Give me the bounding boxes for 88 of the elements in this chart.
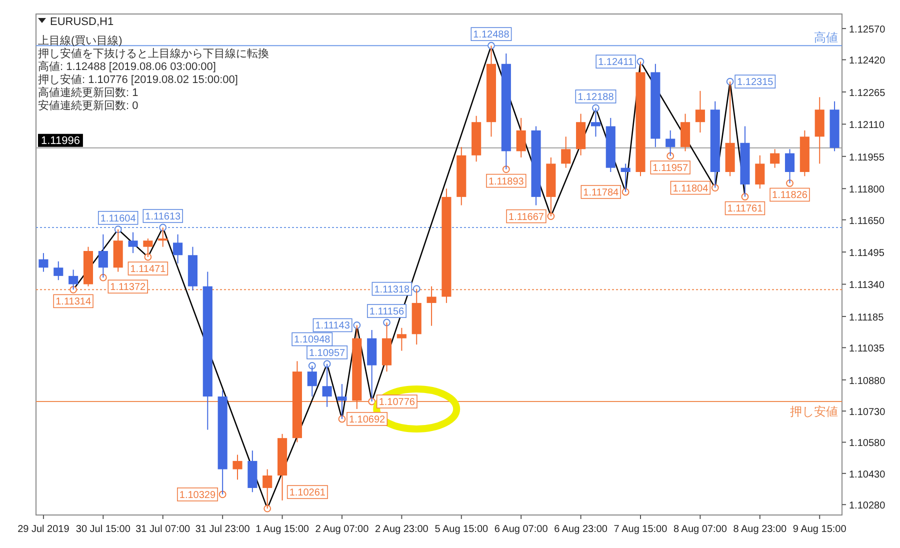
point — [741, 193, 749, 200]
x-tick-label: 6 Aug 07:00 — [494, 524, 548, 535]
x-tick-label: 7 Aug 15:00 — [614, 524, 668, 535]
x-tick-label: 2 Aug 23:00 — [374, 524, 429, 535]
data-label: 1.10948 — [294, 334, 331, 346]
data-label: 1.11804 — [672, 183, 709, 194]
x-tick-label: 31 Jul 07:00 — [136, 524, 191, 535]
y-tick-label: 1.12420 — [849, 56, 886, 67]
data-label: 1.12411 — [598, 57, 634, 68]
y-tick-label: 1.11495 — [849, 248, 885, 260]
data-label: 1.11471 — [130, 264, 166, 276]
y-tick-label: 1.12110 — [849, 120, 885, 132]
y-tick-label: 1.12570 — [849, 24, 886, 36]
annotation: 安値連続更新回数: 0 — [38, 99, 138, 112]
data-label: 1.12315 — [737, 77, 774, 88]
data-label: 1.11314 — [56, 296, 92, 308]
ref-line-label: 1.11996 — [41, 134, 80, 147]
y-tick-label: 1.11955 — [849, 152, 885, 164]
data-label: 1.11318 — [374, 284, 410, 296]
data-label: 1.12188 — [578, 92, 614, 103]
y-tick-label: 1.10730 — [849, 407, 886, 418]
x-tick-label: 8 Aug 23:00 — [733, 524, 788, 535]
x-tick-label: 6 Aug 23:00 — [554, 524, 608, 535]
candlestick — [128, 232, 138, 254]
data-label: 1.11372 — [110, 282, 146, 294]
data-label: 1.11613 — [145, 211, 182, 222]
candlestick — [426, 286, 436, 326]
candlestick — [695, 90, 705, 133]
point — [114, 226, 122, 234]
data-label: 1.11761 — [727, 204, 764, 215]
data-label: 1.11667 — [508, 212, 544, 223]
data-label: 1.10692 — [348, 414, 386, 426]
point — [592, 104, 600, 112]
data-label: 1.11156 — [369, 306, 405, 318]
point — [144, 253, 152, 261]
y-tick-label: 1.11185 — [849, 312, 884, 324]
y-tick-label: 1.12265 — [849, 88, 886, 99]
data-label: 1.11784 — [583, 187, 620, 198]
y-tick-label: 1.11800 — [849, 184, 885, 196]
candlestick — [232, 454, 242, 480]
candlestick — [561, 136, 571, 168]
y-tick-label: 1.11650 — [849, 216, 885, 227]
annotation: 上目線(買い目線) — [38, 34, 122, 47]
chart-title: EURUSD,H1 — [50, 16, 114, 28]
candlestick — [173, 234, 183, 264]
point — [323, 360, 331, 368]
candlestick — [516, 117, 526, 158]
point — [264, 504, 272, 512]
candlestick — [396, 327, 406, 352]
point — [99, 274, 107, 282]
y-tick-label: 1.10280 — [849, 500, 886, 512]
x-tick-label: 30 Jul 15:00 — [76, 524, 131, 535]
candlestick — [38, 252, 48, 272]
point — [159, 224, 167, 232]
x-tick-label: 29 Jul 2019 — [18, 524, 70, 535]
y-tick-label: 1.11035 — [849, 344, 885, 355]
y-tick-label: 1.11340 — [849, 280, 885, 292]
annotation: 高値: 1.12488 [2019.08.06 03:00:00] — [38, 60, 216, 73]
x-tick-label: 1 Aug 15:00 — [256, 524, 310, 535]
x-tick-label: 2 Aug 07:00 — [315, 524, 370, 535]
data-label: 1.11143 — [315, 320, 350, 332]
x-tick-label: 8 Aug 07:00 — [674, 524, 728, 535]
point — [412, 285, 420, 293]
data-label: 1.11826 — [772, 190, 808, 202]
data-label: 1.11957 — [652, 162, 688, 174]
y-tick-label: 1.10880 — [849, 376, 886, 387]
x-tick-label: 9 Aug 15:00 — [792, 524, 847, 535]
candlestick — [54, 260, 64, 281]
data-label: 1.11893 — [488, 176, 524, 188]
annotation: 高値連続更新回数: 1 — [38, 86, 138, 99]
x-tick-label: 31 Jul 23:00 — [195, 524, 250, 535]
data-label: 1.10261 — [289, 488, 326, 499]
point — [70, 286, 78, 294]
data-label: 1.10957 — [308, 348, 346, 359]
y-tick-label: 1.10580 — [849, 438, 886, 450]
data-label: 1.10776 — [378, 396, 416, 408]
candlestick — [770, 148, 780, 168]
data-label: 1.10329 — [179, 490, 216, 501]
ref-line-label: 押し安値 — [790, 404, 838, 418]
y-tick-label: 1.10430 — [849, 469, 886, 480]
ref-line-label: 高値 — [814, 30, 838, 45]
annotation: 押し安値を下抜けると上目線から下目線に転換 — [38, 47, 269, 60]
annotation: 押し安値: 1.10776 [2019.08.02 15:00:00] — [38, 73, 238, 86]
data-label: 1.11604 — [100, 213, 136, 224]
data-label: 1.12488 — [473, 30, 510, 41]
point — [786, 180, 794, 187]
x-tick-label: 5 Aug 15:00 — [434, 524, 489, 535]
candlestick — [755, 154, 765, 190]
